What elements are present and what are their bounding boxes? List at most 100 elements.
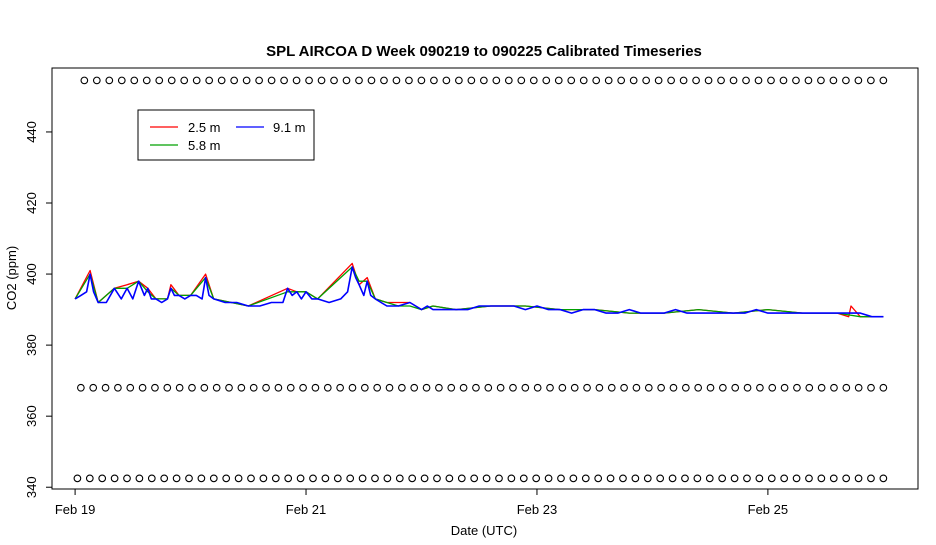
- y-tick-label-5: 440: [24, 121, 39, 143]
- marker-row0-point-64: [879, 76, 888, 85]
- marker-row0-point-22: [355, 76, 363, 85]
- marker-row2-point-48: [668, 474, 677, 483]
- marker-row1-point-35: [509, 383, 517, 392]
- marker-row0-point-54: [754, 76, 763, 85]
- marker-row1-point-26: [398, 383, 406, 392]
- marker-row0-point-53: [742, 76, 750, 85]
- x-axis-label: Date (UTC): [451, 523, 517, 538]
- marker-row2-point-20: [321, 474, 330, 483]
- marker-row0-point-1: [92, 76, 101, 85]
- marker-row2-point-25: [383, 474, 392, 483]
- y-tick-label-4: 420: [24, 192, 39, 214]
- marker-row2-point-57: [780, 474, 789, 483]
- marker-row0-point-19: [317, 76, 326, 85]
- marker-row1-point-51: [706, 383, 715, 392]
- marker-row2-point-12: [222, 474, 231, 483]
- marker-row2-point-22: [346, 474, 355, 483]
- chart-title: SPL AIRCOA D Week 090219 to 090225 Calib…: [266, 43, 702, 60]
- marker-row1-point-41: [583, 383, 591, 392]
- marker-row1-point-38: [546, 383, 554, 392]
- marker-row1-point-18: [299, 383, 307, 392]
- marker-row0-point-41: [592, 76, 601, 85]
- marker-row0-point-52: [729, 76, 738, 85]
- marker-row0-point-47: [667, 76, 675, 85]
- marker-row1-point-13: [237, 383, 246, 392]
- marker-row1-point-29: [435, 383, 443, 392]
- marker-row1-point-9: [188, 383, 196, 392]
- marker-row0-point-43: [617, 76, 626, 85]
- marker-row0-point-58: [804, 76, 813, 85]
- marker-row0-point-11: [217, 76, 226, 85]
- marker-row1-point-12: [225, 383, 233, 392]
- x-axis: Feb 19 Feb 21 Feb 23 Feb 25: [55, 489, 788, 517]
- marker-row0-point-34: [504, 76, 513, 85]
- x-tick-label-3: Feb 25: [748, 502, 788, 517]
- marker-row2-point-58: [792, 474, 801, 483]
- marker-row0-point-7: [167, 76, 176, 85]
- legend-label-5-8m: 5.8 m: [188, 138, 221, 153]
- marker-row2-point-28: [420, 474, 429, 483]
- marker-row2-point-31: [457, 474, 466, 483]
- marker-row0-point-18: [305, 76, 313, 85]
- marker-row0-point-20: [330, 76, 338, 85]
- x-tick-label-1: Feb 21: [286, 502, 326, 517]
- marker-row0-point-6: [155, 76, 164, 85]
- marker-row1-point-36: [521, 383, 530, 392]
- marker-row2-point-45: [631, 474, 640, 483]
- marker-row0-point-40: [579, 76, 588, 85]
- legend-box: [137, 109, 315, 161]
- marker-row0-point-60: [829, 76, 838, 85]
- marker-row0-point-62: [854, 76, 863, 85]
- marker-row1-point-39: [558, 383, 567, 392]
- marker-row2-point-37: [532, 474, 541, 483]
- marker-row2-point-42: [594, 474, 603, 483]
- marker-row2-point-49: [681, 474, 689, 483]
- marker-row2-point-10: [197, 474, 206, 483]
- marker-row2-point-3: [110, 474, 119, 483]
- marker-row0-point-57: [792, 76, 800, 85]
- x-tick-label-0: Feb 19: [55, 502, 95, 517]
- marker-row2-point-23: [358, 474, 367, 483]
- marker-row0-point-59: [817, 76, 825, 85]
- marker-row2-point-5: [135, 474, 144, 483]
- marker-row1-point-17: [286, 383, 295, 392]
- marker-row1-point-20: [323, 383, 332, 392]
- marker-row0-point-51: [717, 76, 725, 85]
- marker-row2-point-50: [693, 474, 702, 483]
- marker-row1-point-28: [422, 383, 431, 392]
- marker-row2-point-54: [743, 474, 751, 483]
- marker-row0-point-30: [455, 76, 463, 85]
- marker-row1-point-24: [373, 383, 382, 392]
- marker-row0-point-35: [517, 76, 526, 85]
- marker-row1-point-2: [101, 383, 110, 392]
- marker-row2-point-35: [507, 474, 516, 483]
- marker-row0-point-29: [442, 76, 451, 85]
- legend-label-9-1m: 9.1 m: [273, 120, 306, 135]
- marker-row2-point-15: [259, 474, 268, 483]
- marker-row0-point-61: [842, 76, 850, 85]
- marker-row0-point-36: [529, 76, 538, 85]
- marker-row2-point-27: [408, 474, 417, 483]
- marker-row2-point-65: [879, 474, 888, 483]
- y-tick-label-1: 360: [24, 405, 39, 427]
- marker-row0-point-49: [692, 76, 700, 85]
- marker-row1-point-54: [743, 383, 752, 392]
- marker-row1-point-16: [274, 383, 283, 392]
- marker-row2-point-21: [333, 474, 342, 483]
- marker-row2-point-26: [395, 474, 404, 483]
- marker-row0-point-16: [280, 76, 288, 85]
- y-axis: 340 360 380 400 420 440: [24, 121, 52, 498]
- marker-row2-point-44: [619, 474, 627, 483]
- y-axis-label: CO2 (ppm): [4, 246, 19, 310]
- marker-row0-point-37: [542, 76, 551, 85]
- marker-row2-point-9: [185, 474, 193, 483]
- marker-row1-point-52: [719, 383, 727, 392]
- marker-row1-point-65: [879, 383, 888, 392]
- marker-row2-point-11: [209, 474, 218, 483]
- marker-row1-point-11: [212, 383, 221, 392]
- marker-row1-point-27: [410, 383, 419, 392]
- marker-row0-point-27: [417, 76, 426, 85]
- marker-row1-point-25: [385, 383, 394, 392]
- marker-row0-point-24: [380, 76, 388, 85]
